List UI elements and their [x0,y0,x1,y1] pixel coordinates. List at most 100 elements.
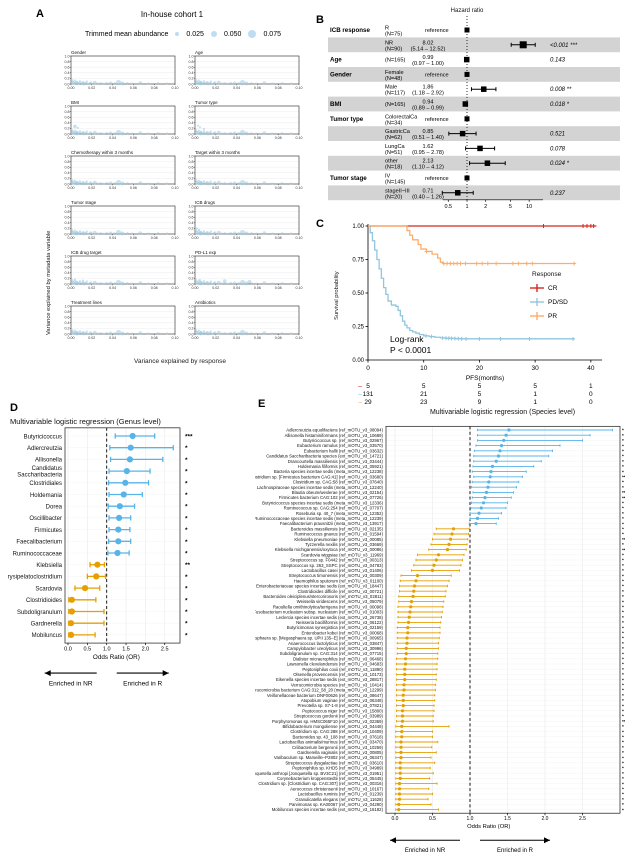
or-dot [502,438,506,442]
svg-text:(N=48): (N=48) [385,76,402,82]
scatter-point [105,331,108,334]
scatter-point [232,231,237,236]
or-dot [400,730,404,734]
svg-text:0.75: 0.75 [352,258,364,264]
scatter-point [85,80,88,83]
legend-item-2: 0.050 [223,30,242,38]
scatter-point [194,78,198,81]
svg-text:Gender: Gender [330,71,352,78]
svg-text:*: * [622,433,624,438]
svg-text:0.10: 0.10 [296,186,303,190]
scatter-point [202,230,206,233]
scatter-point [105,181,108,184]
scatter-point [216,330,221,335]
svg-text:*: * [622,610,624,615]
svg-text:*: * [622,527,624,532]
forest-row: Clostridium sp. CAG:288 (ref_mOTU_v3_104… [290,729,624,734]
svg-text:0.4: 0.4 [189,321,194,325]
svg-text:1.0: 1.0 [189,304,194,308]
forest-row: Subdoligranulum * [17,608,188,616]
svg-text:1: 1 [589,383,593,390]
forest-row: Aerococcus christensenii (ref_mOTU_v3_10… [290,786,624,791]
scatter-point [157,182,160,185]
scatter-point [81,180,84,184]
svg-text:0.10: 0.10 [172,86,179,90]
scatter-point [232,331,237,336]
scatter-point [70,228,74,231]
or-dot [402,688,406,692]
svg-text:Lachnospiraceae species incert: Lachnospiraceae species incertae sedis (… [257,485,384,490]
forest-row: Anaerococcus lactolyticus (ref_mOTU_v3_0… [288,641,624,646]
or-dot [400,709,405,713]
or-dot [494,459,498,463]
or-dot [399,750,403,754]
svg-text:stageII~III: stageII~III [385,188,410,194]
scatter-point [120,331,125,336]
forest-row: Neisseria bacilliformis (ref_mOTU_v3_061… [296,620,624,625]
svg-text:0.4: 0.4 [65,71,70,75]
scatter-point [81,230,84,234]
svg-text:0.4: 0.4 [65,271,70,275]
or-dot [403,678,407,682]
svg-text:0.8: 0.8 [189,210,194,214]
scatter-point [86,132,89,135]
scatter-point [89,231,92,234]
scatter-point [85,330,88,333]
scatter-point [220,182,223,185]
svg-text:0.04: 0.04 [233,186,240,190]
or-dot [488,475,492,479]
svg-text:(N=165): (N=165) [385,58,406,64]
svg-text:0.10: 0.10 [296,86,303,90]
scatter-point [199,330,203,333]
or-dot [399,745,403,749]
scatter-point [197,129,201,132]
scatter-point [165,182,169,185]
svg-text:0.00: 0.00 [192,336,199,340]
svg-text:*: * [622,641,624,646]
svg-text:Gardnerella: Gardnerella [31,621,63,627]
or-dot [409,600,414,604]
scatter-point [271,182,274,185]
svg-text:Peptococcus niger (ref_mOTU_v3: Peptococcus niger (ref_mOTU_v3_15800) [302,708,383,713]
svg-text:reference: reference [425,117,449,123]
scatter-point [220,332,223,335]
panel-b-label: B [316,14,324,26]
svg-text:Firmicutes: Firmicutes [34,528,62,534]
forest-row: Fusobacterium nucleatum subsp. nucleatum… [255,610,624,615]
forest-row: Lachnospiraceae species incertae sedis (… [257,485,624,490]
svg-text:1.0: 1.0 [65,254,70,258]
svg-text:(0.51 – 1.40): (0.51 – 1.40) [412,135,444,141]
scatter-point [281,82,284,85]
svg-text:0.2: 0.2 [189,177,194,181]
or-dot [401,704,405,708]
svg-text:LungCa: LungCa [385,144,405,150]
scatter-point [262,181,267,186]
scatter-point [239,79,246,86]
svg-text:0.521: 0.521 [550,132,565,138]
svg-text:Clostridium sp. [Firmicutes ba: Clostridium sp. [Firmicutes bacterium CA… [255,474,384,479]
scatter-point [85,280,88,283]
svg-text:0.06: 0.06 [130,186,137,190]
scatter-point [89,131,92,134]
svg-text:0.06: 0.06 [130,86,137,90]
scatter-point [105,281,108,284]
scatter-point [195,230,199,233]
svg-text:*: * [185,527,188,534]
scatter-point [75,280,79,283]
scatter-point [131,282,134,285]
svg-text:1: 1 [533,391,537,398]
svg-text:*: * [622,714,624,719]
svg-text:2.13: 2.13 [423,159,434,165]
scatter-point [115,79,122,86]
svg-text:0.2: 0.2 [189,127,194,131]
or-dot [397,797,402,801]
svg-text:*: * [185,480,188,487]
scatter-point [113,132,116,135]
scatter-point [197,79,201,82]
or-dot [504,433,508,437]
scatter-point [244,231,249,236]
svg-text:(1.10 – 4.12): (1.10 – 4.12) [412,165,444,171]
scatter-point [147,282,150,285]
